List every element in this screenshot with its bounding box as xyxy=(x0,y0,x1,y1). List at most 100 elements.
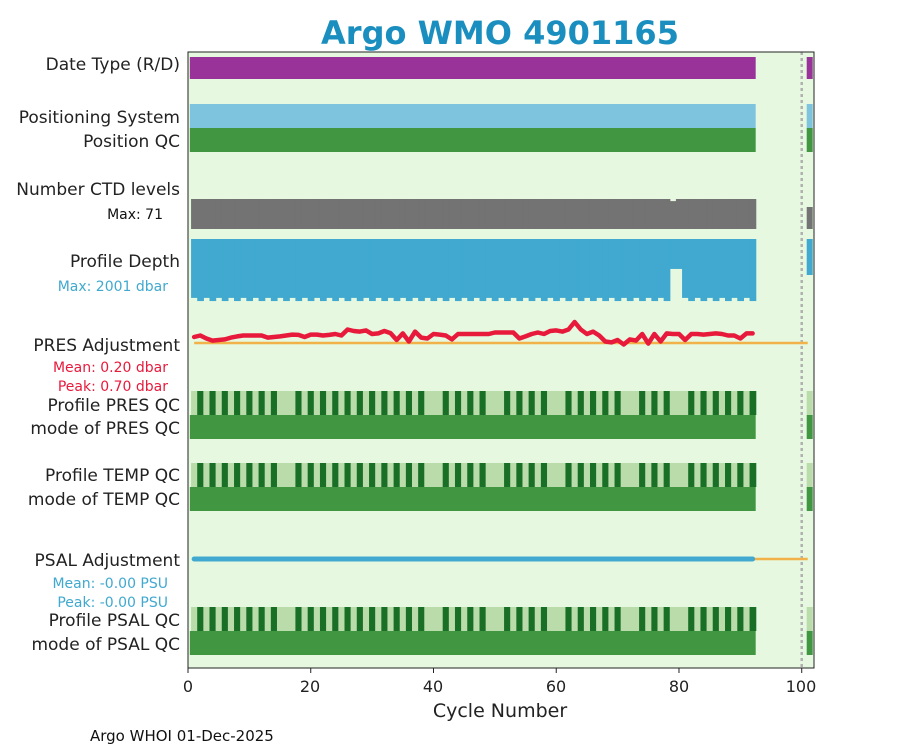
profile-temp-qc-bar xyxy=(565,463,573,487)
profile-pres-qc-bar xyxy=(252,391,260,415)
profile-depth-bar xyxy=(381,239,389,302)
profile-depth-bar xyxy=(596,239,603,298)
profile-depth-bar xyxy=(264,239,272,298)
profile-temp-qc-bar xyxy=(528,463,536,487)
ctd-levels-bar xyxy=(639,199,646,229)
profile-pres-qc-bar xyxy=(399,391,407,415)
profile-psal-qc-bar xyxy=(737,607,745,631)
profile-pres-qc-bar xyxy=(589,391,597,415)
profile-psal-qc-bar xyxy=(270,607,278,631)
ctd-levels-bar xyxy=(350,199,358,229)
ctd-levels-bar xyxy=(577,199,585,229)
ctd-levels-bar xyxy=(547,199,554,229)
profile-psal-qc-bar xyxy=(295,607,303,631)
profile-temp-qc-bar xyxy=(657,463,665,487)
psal-mean-label: Mean: -0.00 PSU xyxy=(52,576,168,592)
profile-depth-bar xyxy=(497,239,505,298)
profile-depth-bar xyxy=(209,239,217,302)
profile-depth-bar xyxy=(522,239,530,298)
profile-depth-bar xyxy=(203,239,211,298)
profile-pres-qc-bar xyxy=(319,391,327,415)
profile-psal-qc-bar xyxy=(663,607,671,631)
profile-psal-qc-bar xyxy=(497,607,505,631)
profile-temp-qc-bar xyxy=(712,463,720,487)
ctd-levels-bar xyxy=(553,199,560,229)
profile-temp-qc-bar xyxy=(393,463,401,487)
profile-temp-qc-bar xyxy=(350,463,358,487)
profile-temp-qc-bar xyxy=(694,463,702,487)
ctd-levels-bar xyxy=(240,199,247,229)
profile-pres-qc-bar xyxy=(725,391,732,415)
profile-pres-qc-bar xyxy=(571,391,579,415)
profile-psal-qc-bar xyxy=(319,607,327,631)
ctd-levels-bar xyxy=(356,199,364,229)
profile-pres-qc-bar xyxy=(669,391,677,415)
profile-temp-qc-bar xyxy=(547,463,554,487)
profile-temp-qc-bar xyxy=(270,463,278,487)
profile-depth-bar xyxy=(608,239,616,298)
profile-depth-bar xyxy=(252,239,260,298)
profile-temp-qc-bar xyxy=(215,463,223,487)
ctd-levels-bar xyxy=(516,199,524,229)
profile-psal-qc-bar xyxy=(577,607,585,631)
profile-psal-qc-bar xyxy=(632,607,640,631)
profile-psal-qc-bar xyxy=(436,607,444,631)
ctd-levels-bar xyxy=(393,199,401,229)
profile-pres-qc-bar xyxy=(393,391,401,415)
row-label-mode-psal-qc: mode of PSAL QC xyxy=(31,635,180,655)
ctd-levels-bar xyxy=(583,199,591,229)
profile-psal-qc-bar xyxy=(467,607,474,631)
profile-depth-bar xyxy=(565,239,573,302)
ctd-levels-bar xyxy=(332,199,339,229)
profile-temp-qc-bar xyxy=(669,463,677,487)
profile-depth-bar xyxy=(234,239,241,302)
profile-psal-qc-bar xyxy=(356,607,364,631)
profile-pres-qc-bar xyxy=(276,391,284,415)
profile-depth-bar xyxy=(577,239,585,302)
profile-pres-qc-bar xyxy=(307,391,315,415)
profile-pres-qc-bar xyxy=(712,391,720,415)
profile-temp-qc-bar xyxy=(485,463,493,487)
ctd-levels-bar xyxy=(344,199,352,229)
chart-title: Argo WMO 4901165 xyxy=(321,14,679,52)
profile-depth-bar xyxy=(430,239,438,302)
ctd-levels-bar xyxy=(203,199,211,229)
axes-frame xyxy=(187,51,815,669)
profile-psal-qc-bar xyxy=(682,607,689,631)
profile-pres-qc-bar xyxy=(583,391,591,415)
profile-pres-qc-bar xyxy=(718,391,726,415)
profile-depth-bar xyxy=(663,239,671,302)
pres-mean-label: Mean: 0.20 dbar xyxy=(53,360,168,376)
ctd-levels-bar xyxy=(614,199,622,229)
ctd-levels-bar xyxy=(675,199,683,229)
profile-temp-qc-bar xyxy=(418,463,425,487)
profile-pres-qc-bar xyxy=(209,391,217,415)
profile-depth-bar xyxy=(197,239,204,302)
profile-pres-qc-bar xyxy=(626,391,634,415)
ctd-levels-bar xyxy=(326,199,333,229)
profile-depth-bar xyxy=(399,239,407,298)
positioning-system-bar xyxy=(189,104,756,128)
ctd-levels-bar xyxy=(454,199,462,229)
profile-depth-bar xyxy=(706,239,714,298)
profile-psal-qc-bar xyxy=(307,607,315,631)
ctd-levels-bar xyxy=(663,199,671,229)
profile-psal-qc-bar xyxy=(375,607,382,631)
ctd-levels-bar xyxy=(718,199,726,229)
profile-depth-bar xyxy=(313,239,321,298)
profile-pres-qc-bar xyxy=(663,391,671,415)
ctd-levels-bar xyxy=(602,199,610,229)
ctd-levels-bar xyxy=(387,199,395,229)
ctd-levels-bar xyxy=(645,199,652,229)
row-label-pres-adjustment: PRES Adjustment xyxy=(33,336,180,356)
ctd-levels-bar xyxy=(448,199,456,229)
profile-depth-bar xyxy=(270,239,278,302)
profile-psal-qc-bar xyxy=(473,607,481,631)
profile-pres-qc-bar xyxy=(418,391,425,415)
profile-temp-qc-bar xyxy=(534,463,542,487)
profile-psal-qc-bar xyxy=(362,607,370,631)
profile-psal-qc-bar-latest xyxy=(806,607,813,631)
profile-temp-qc-bar xyxy=(203,463,211,487)
profile-psal-qc-bar xyxy=(510,607,517,631)
profile-pres-qc-bar xyxy=(749,391,757,415)
